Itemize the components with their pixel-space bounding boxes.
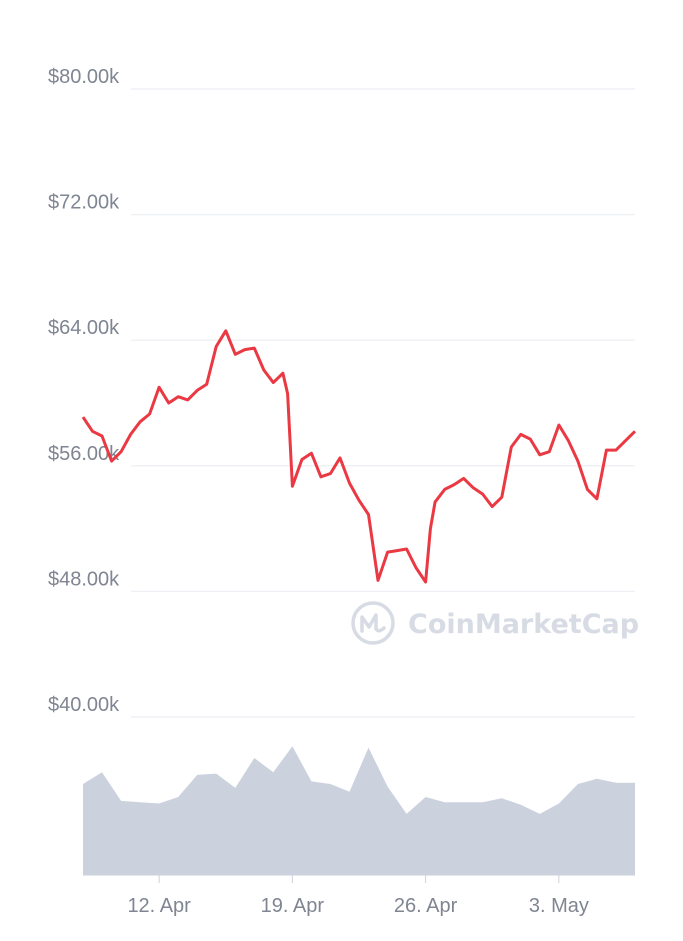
price-tick-label: $56.00k: [48, 443, 120, 465]
x-axis-ticks: 12. Apr 19. Apr 26. Apr 3. May: [127, 875, 589, 917]
price-tick-label: $72.00k: [48, 192, 120, 214]
watermark-text: CoinMarketCap: [408, 609, 639, 640]
gridlines: [131, 88, 635, 718]
volume-area: [83, 746, 635, 875]
price-series: [81, 329, 637, 584]
watermark: CoinMarketCap: [351, 601, 639, 645]
price-axis-labels: $80.00k $72.00k $64.00k $56.00k $48.00k $40.0…: [48, 66, 120, 716]
x-tick-label: 12. Apr: [127, 895, 191, 917]
price-tick-label: $80.00k: [48, 66, 120, 88]
price-tick-label: $48.00k: [48, 568, 120, 590]
x-tick-label: 26. Apr: [394, 895, 458, 917]
coinmarketcap-logo-icon: [351, 601, 395, 645]
volume-series: [83, 746, 635, 875]
price-tick-label: $40.00k: [48, 694, 120, 716]
x-tick-label: 19. Apr: [261, 895, 325, 917]
price-line: [81, 329, 637, 584]
x-tick-label: 3. May: [529, 895, 589, 917]
price-tick-label: $64.00k: [48, 317, 120, 339]
